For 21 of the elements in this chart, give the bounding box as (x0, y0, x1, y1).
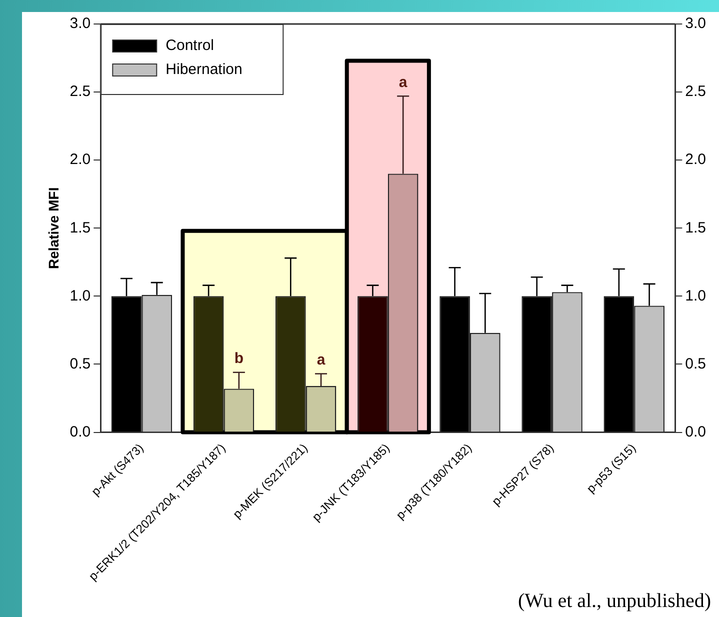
y-tick-label: 0.0 (70, 423, 91, 440)
y-axis-title: Relative MFI (45, 187, 62, 269)
annotation: a (316, 351, 326, 368)
y2-tick-label: 0.0 (685, 423, 706, 440)
text: (Wu et al., unpublished) (518, 590, 711, 613)
y-tick-label: 0.5 (70, 355, 91, 372)
y2-tick-label: 2.5 (685, 83, 706, 100)
annotation: a (398, 74, 408, 91)
legend-label: Hibernation (166, 61, 242, 78)
y-tick-label: 3.0 (70, 15, 91, 32)
y2-tick-label: 3.0 (685, 15, 706, 32)
y2-tick-label: 0.5 (685, 355, 706, 372)
legend-label: Control (166, 37, 214, 54)
annotation: b (234, 350, 244, 368)
y-tick-label: 2.5 (70, 83, 91, 100)
y2-tick-label: 1.5 (685, 219, 706, 236)
y-tick-label: 2.0 (70, 151, 91, 168)
y2-tick-label: 2.0 (685, 151, 706, 168)
y2-tick-label: 1.0 (685, 287, 706, 304)
y-tick-label: 1.5 (70, 219, 91, 236)
y-tick-label: 1.0 (70, 287, 91, 304)
